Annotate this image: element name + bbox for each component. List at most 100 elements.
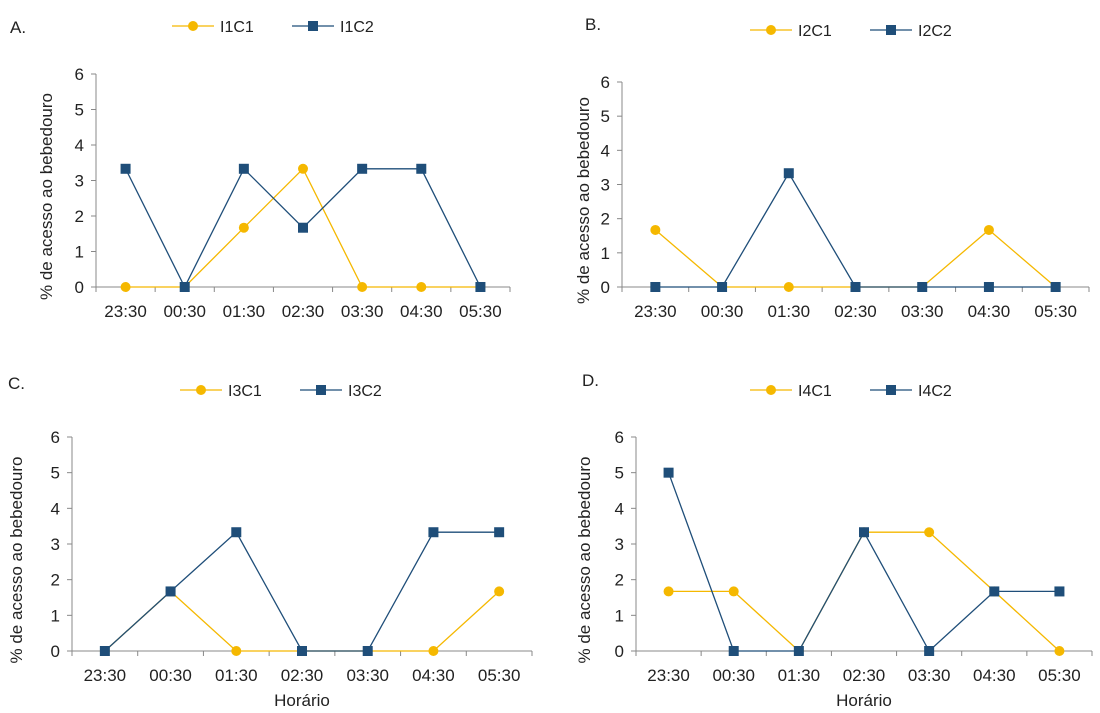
x-tick-label: 01:30 — [778, 666, 821, 685]
panel-label: A. — [10, 18, 26, 37]
x-tick-label: 05:30 — [478, 666, 521, 685]
chart-panel-b: B. I2C1 I2C2 0 1 2 3 4 5 6 23:30 00:30 01:30 02:30 03:… — [574, 15, 1090, 321]
data-point — [650, 282, 661, 292]
x-tick-label: 00:30 — [712, 666, 755, 685]
x-tick-label: 05:30 — [459, 302, 502, 321]
y-tick-label: 5 — [601, 107, 610, 126]
x-tick-label: 05:30 — [1034, 302, 1077, 321]
data-point — [416, 282, 427, 292]
data-point — [1054, 646, 1065, 656]
x-tick-label: 04:30 — [968, 302, 1011, 321]
data-point — [475, 282, 486, 292]
y-tick-label: 6 — [51, 428, 60, 447]
legend-label: I2C2 — [918, 23, 952, 40]
y-axis-title: % de acesso ao bebedouro — [574, 97, 593, 304]
data-point — [231, 646, 242, 656]
series-line — [654, 229, 1057, 288]
legend-item: I2C2 — [870, 23, 952, 40]
data-point — [783, 282, 794, 292]
data-point — [238, 163, 249, 174]
chart-panel-a: A. I1C1 I1C2 0 1 2 3 4 5 6 23:30 00:30 01:30 02:30 03:… — [10, 18, 511, 321]
data-point — [357, 282, 368, 292]
series-line — [104, 531, 500, 652]
y-tick-label: 4 — [51, 499, 60, 518]
x-tick-label: 23:30 — [84, 666, 127, 685]
x-axis-title: Horário — [836, 691, 892, 710]
x-tick-label: 00:30 — [163, 302, 206, 321]
y-tick-label: 4 — [615, 499, 624, 518]
y-tick-label: 5 — [615, 464, 624, 483]
x-tick-label: 23:30 — [634, 302, 677, 321]
y-tick-label: 1 — [601, 244, 610, 263]
data-point — [917, 282, 928, 292]
data-point — [298, 163, 308, 174]
legend-item: I3C1 — [180, 383, 262, 400]
legend-marker — [308, 21, 318, 31]
chart-panel-d: D. I4C1 I4C2 0 1 2 3 4 5 6 23:30 00:30 01:30 02:30 03:… — [575, 371, 1093, 710]
data-point — [859, 527, 869, 538]
y-tick-label: 2 — [601, 210, 610, 229]
x-tick-label: 02:30 — [282, 302, 325, 321]
legend-label: I2C1 — [798, 23, 832, 40]
y-tick-label: 5 — [75, 101, 84, 120]
data-point — [428, 527, 439, 538]
data-point — [1050, 282, 1061, 292]
legend-marker — [188, 21, 198, 31]
x-tick-label: 02:30 — [834, 302, 877, 321]
legend-marker — [196, 385, 206, 395]
x-tick-label: 04:30 — [412, 666, 455, 685]
x-tick-label: 05:30 — [1038, 666, 1081, 685]
series-line — [655, 171, 1056, 288]
data-point — [494, 586, 505, 597]
panel-label: B. — [585, 15, 601, 34]
x-tick-label: 01:30 — [215, 666, 258, 685]
legend-item: I4C2 — [870, 383, 952, 400]
x-tick-label: 01:30 — [223, 302, 266, 321]
y-tick-label: 1 — [615, 606, 624, 625]
x-tick-label: 00:30 — [149, 666, 192, 685]
x-tick-label: 02:30 — [843, 666, 886, 685]
data-point — [120, 282, 131, 292]
data-point — [238, 222, 249, 233]
y-tick-label: 3 — [615, 535, 624, 554]
y-tick-label: 5 — [51, 464, 60, 483]
x-tick-label: 04:30 — [400, 302, 443, 321]
y-tick-label: 6 — [615, 428, 624, 447]
data-point — [357, 163, 368, 174]
legend-marker — [766, 385, 776, 395]
y-tick-label: 1 — [51, 606, 60, 625]
x-tick-label: 03:30 — [346, 666, 389, 685]
x-tick-label: 23:30 — [647, 666, 690, 685]
data-point — [231, 527, 242, 538]
x-tick-label: 03:30 — [901, 302, 944, 321]
y-axis-title: % de acesso ao bebedouro — [37, 93, 56, 300]
data-point — [663, 586, 674, 597]
series-i2c1 — [650, 224, 1061, 292]
y-tick-label: 0 — [615, 642, 624, 661]
data-point — [99, 646, 110, 656]
legend-marker — [886, 385, 896, 395]
chart-panel-c: C. I3C1 I3C2 0 1 2 3 4 5 6 23:30 00:30 01:30 02:30 03:… — [7, 374, 533, 710]
series-line — [104, 590, 500, 652]
legend-item: I4C1 — [750, 383, 832, 400]
data-point — [663, 467, 674, 478]
data-point — [416, 163, 427, 174]
y-tick-label: 2 — [615, 571, 624, 590]
data-point — [728, 646, 739, 656]
y-tick-label: 3 — [601, 176, 610, 195]
legend-label: I3C2 — [348, 383, 382, 400]
y-axis-title: % de acesso ao bebedouro — [7, 457, 26, 664]
legend-label: I3C1 — [228, 383, 262, 400]
data-point — [428, 646, 439, 656]
series-i3c1 — [99, 586, 505, 656]
y-tick-label: 0 — [51, 642, 60, 661]
y-tick-label: 1 — [75, 243, 84, 262]
data-point — [165, 586, 176, 597]
data-point — [650, 224, 661, 235]
y-axis-title: % de acesso ao bebedouro — [575, 457, 594, 664]
data-point — [1054, 586, 1065, 597]
series-line — [667, 472, 1060, 653]
y-tick-label: 3 — [51, 535, 60, 554]
y-tick-label: 0 — [75, 278, 84, 297]
